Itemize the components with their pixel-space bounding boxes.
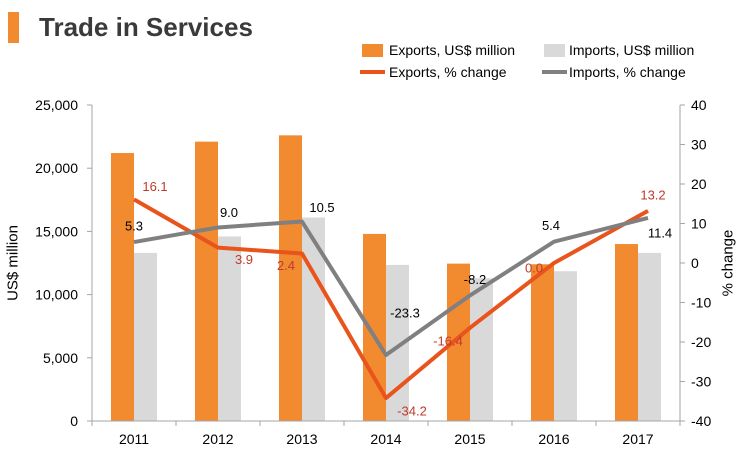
line-imports-pct-change: [133, 216, 649, 358]
bar-exports-2014: [363, 233, 386, 421]
left-axis-title: US$ million: [5, 225, 22, 301]
right-axis-title: % change: [720, 230, 737, 297]
right-tick-label: -30: [691, 374, 711, 390]
title-accent-bar: [8, 11, 19, 43]
x-tick-label: 2013: [286, 431, 317, 447]
exports-pct-label: 13.2: [640, 187, 665, 202]
left-tick-label: 0: [70, 413, 78, 429]
imports-pct-label: 5.3: [125, 219, 143, 234]
imports-pct-label: -23.3: [390, 306, 420, 321]
bar-imports-2012: [218, 236, 241, 421]
right-tick-label: 40: [691, 97, 707, 113]
right-tick-label: -10: [691, 295, 711, 311]
chart-title-block: Trade in Services: [8, 9, 253, 45]
bar-imports-2016: [554, 271, 577, 421]
bar-exports-2017: [615, 244, 638, 421]
bar-imports-2017: [638, 252, 661, 421]
imports-pct-label: 5.4: [542, 218, 560, 233]
x-tick-label: 2017: [622, 431, 653, 447]
left-tick-label: 15,000: [35, 223, 78, 239]
exports-pct-label: 16.1: [142, 179, 167, 194]
right-tick-label: -40: [691, 413, 711, 429]
exports-pct-label: -34.2: [397, 404, 427, 419]
x-tick-label: 2014: [370, 431, 401, 447]
left-tick-label: 20,000: [35, 160, 78, 176]
bar-exports-2016: [531, 264, 554, 421]
bar-imports-2011: [134, 252, 157, 421]
imports-pct-label: 10.5: [309, 200, 334, 215]
bar-imports-2015: [470, 278, 493, 421]
imports-pct-label: 9.0: [220, 205, 238, 220]
right-tick-label: -20: [691, 334, 711, 350]
line-exports-pct-change: [133, 197, 649, 401]
right-tick-label: 0: [691, 255, 699, 271]
legend-swatch-imports-usd: [544, 44, 565, 57]
right-tick-label: 20: [691, 176, 707, 192]
imports-pct-label: -8.2: [464, 272, 486, 287]
x-tick-label: 2011: [119, 431, 149, 447]
legend-label-exports-usd: Exports, US$ million: [389, 42, 515, 58]
legend-label-imports-usd: Imports, US$ million: [569, 42, 694, 58]
left-tick-label: 25,000: [35, 97, 78, 113]
right-tick-label: 10: [691, 216, 707, 232]
bar-exports-2011: [111, 153, 134, 422]
x-tick-label: 2016: [538, 431, 569, 447]
exports-pct-label: -16.4: [433, 333, 463, 348]
exports-pct-label: 3.9: [235, 252, 253, 267]
left-tick-label: 5,000: [43, 350, 78, 366]
x-tick-label: 2012: [202, 431, 233, 447]
bar-exports-2015: [447, 263, 470, 421]
exports-pct-label: 0.0: [525, 261, 543, 276]
left-tick-label: 10,000: [35, 287, 78, 303]
legend-label-imports-pct: Imports, % change: [569, 64, 686, 80]
bar-imports-2013: [302, 217, 325, 421]
bar-exports-2013: [279, 135, 302, 421]
legend-swatch-exports-usd: [362, 44, 383, 57]
imports-pct-label: 11.4: [648, 225, 672, 240]
x-tick-label: 2015: [454, 431, 485, 447]
bar-exports-2012: [195, 141, 218, 421]
exports-pct-label: 2.4: [277, 258, 295, 273]
chart-title: Trade in Services: [39, 11, 253, 42]
right-tick-label: 30: [691, 137, 707, 153]
legend-label-exports-pct: Exports, % change: [389, 64, 507, 80]
